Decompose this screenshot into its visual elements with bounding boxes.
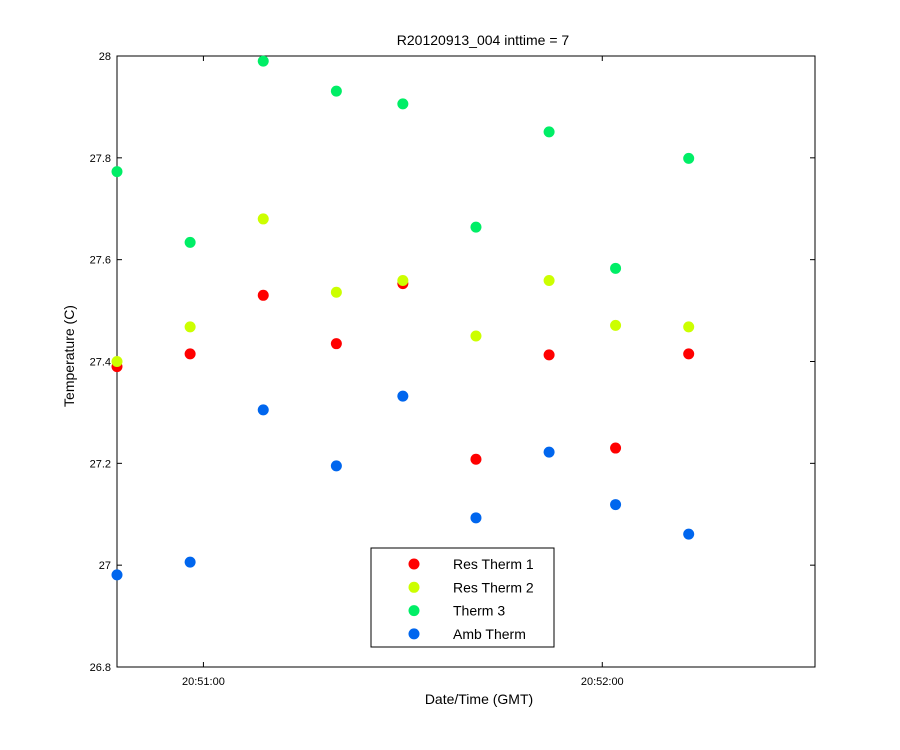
y-axis: 26.8 27 27.2 27.4 27.6 27.8 28 [90, 51, 815, 674]
data-point [470, 221, 482, 233]
data-point [610, 499, 622, 511]
data-point [330, 286, 342, 298]
y-tick-label: 28 [99, 51, 111, 63]
x-axis-label: Date/Time (GMT) [425, 691, 533, 707]
data-point [184, 556, 196, 568]
legend-marker [408, 558, 420, 570]
data-point [397, 98, 409, 110]
series-2 [111, 55, 695, 274]
legend-label: Res Therm 1 [453, 556, 534, 572]
data-point [111, 356, 123, 367]
legend-marker [408, 581, 420, 593]
data-point [184, 236, 196, 248]
series-3 [111, 390, 695, 581]
data-point [543, 126, 555, 138]
data-point [470, 512, 482, 524]
legend-label: Amb Therm [453, 626, 526, 642]
data-point [184, 348, 196, 360]
data-point [184, 321, 196, 333]
data-point [111, 166, 123, 178]
data-point [330, 85, 342, 97]
x-axis: 20:51:00 20:52:00 [182, 56, 624, 688]
data-point [683, 152, 695, 164]
data-point [683, 321, 695, 333]
data-point [610, 442, 622, 454]
legend-marker [408, 605, 420, 617]
data-point [330, 460, 342, 472]
data-point [543, 275, 555, 287]
y-tick-label: 27.2 [90, 458, 111, 470]
data-point [470, 330, 482, 342]
chart-title: R20120913_004 inttime = 7 [397, 32, 570, 48]
data-point [257, 404, 269, 416]
x-tick-label: 20:52:00 [581, 676, 624, 688]
data-point [111, 569, 123, 581]
data-point [610, 319, 622, 331]
data-point [683, 528, 695, 540]
legend-label: Res Therm 2 [453, 579, 534, 595]
x-tick-label: 20:51:00 [182, 676, 225, 688]
data-point [257, 213, 269, 225]
legend-marker [408, 628, 420, 640]
data-point [330, 338, 342, 350]
data-point [683, 348, 695, 360]
y-axis-label: Temperature (C) [61, 305, 77, 407]
y-tick-label: 27 [99, 560, 111, 572]
data-point [257, 55, 269, 67]
y-tick-label: 27.6 [90, 255, 111, 267]
data-point [610, 262, 622, 274]
data-point [543, 446, 555, 458]
legend: Res Therm 1 Res Therm 2 Therm 3 Amb Therm [370, 547, 555, 648]
y-tick-label: 27.8 [90, 153, 111, 165]
data-point [397, 275, 409, 287]
legend-label: Therm 3 [453, 603, 505, 619]
data-point [470, 453, 482, 465]
series-1 [111, 213, 695, 367]
y-tick-label: 26.8 [90, 662, 111, 674]
legend-box [370, 547, 555, 648]
data-points [111, 55, 695, 581]
data-point [543, 349, 555, 361]
data-point [397, 390, 409, 402]
y-tick-label: 27.4 [90, 357, 111, 369]
data-point [257, 289, 269, 301]
